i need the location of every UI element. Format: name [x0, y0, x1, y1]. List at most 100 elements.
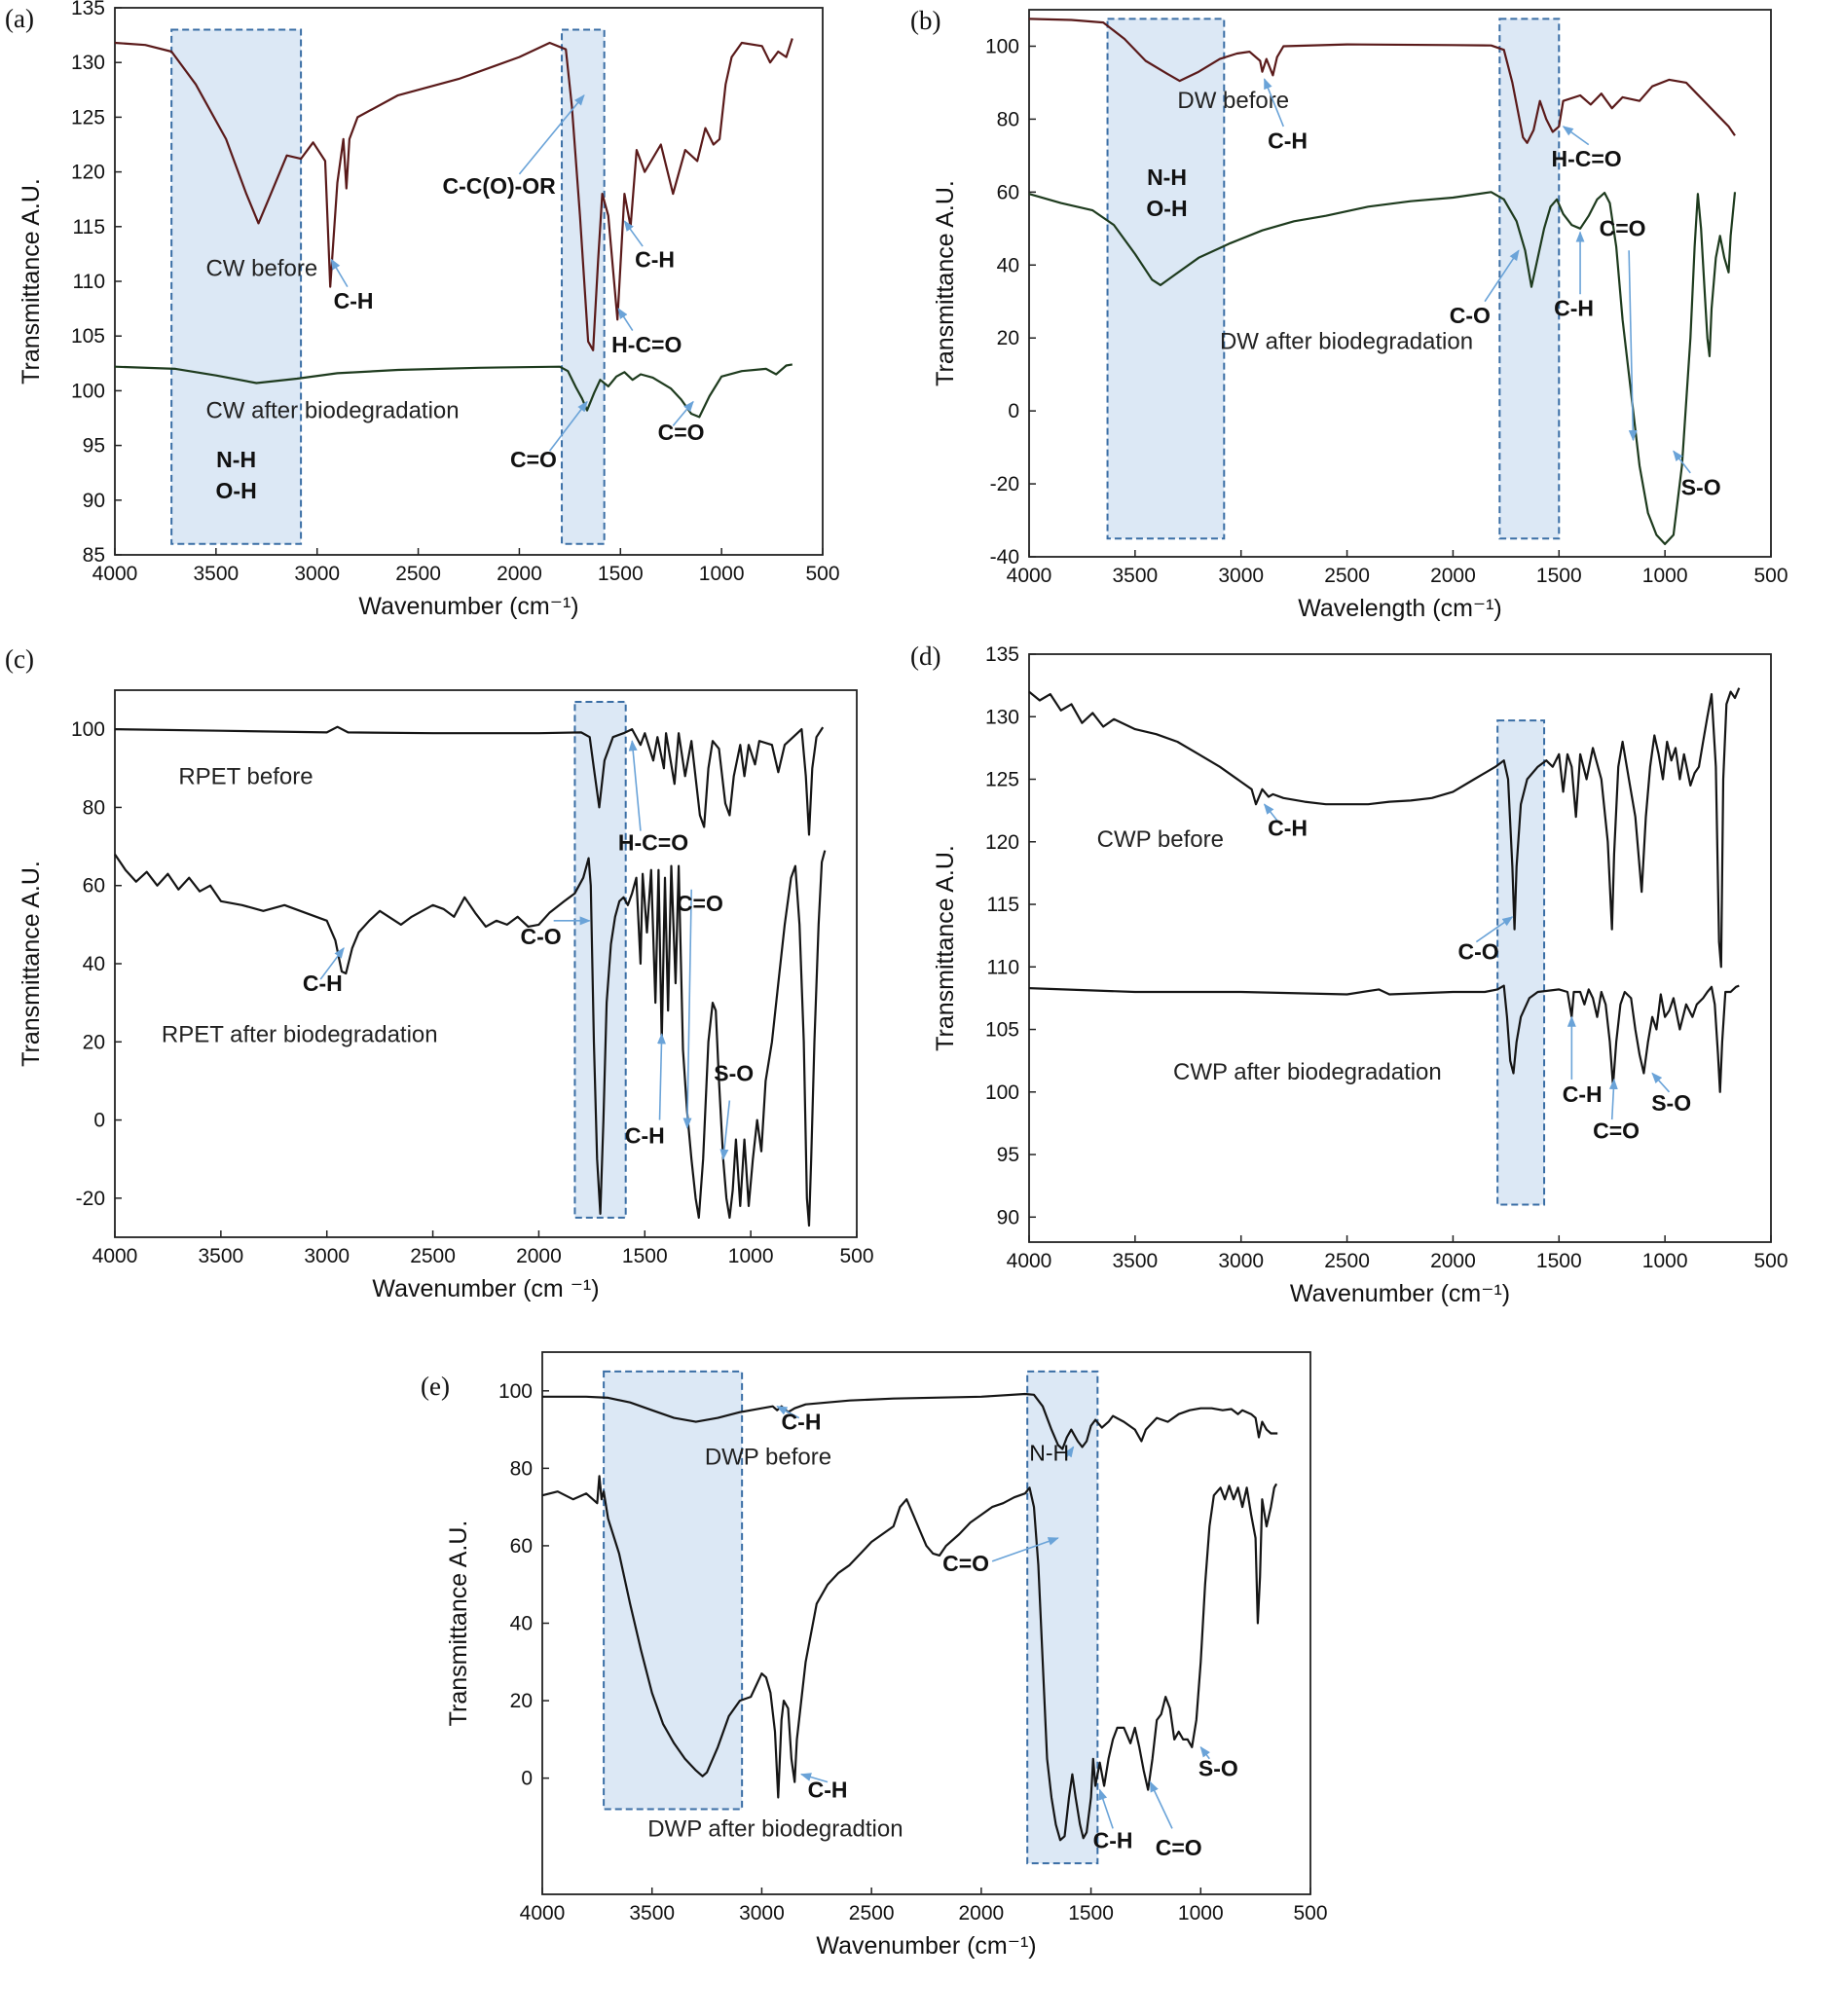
annotation-arrow [1263, 803, 1280, 824]
series-label: DWP after biodegradtion [647, 1815, 903, 1842]
annotation-arrow [656, 1033, 666, 1120]
x-tick-label: 3000 [739, 1902, 785, 1924]
y-tick-label: 60 [997, 181, 1019, 203]
y-tick-label: 90 [83, 490, 105, 512]
y-tick-label: 105 [71, 325, 105, 348]
y-tick-label: 105 [985, 1019, 1019, 1042]
x-tick-label: 2000 [958, 1902, 1004, 1924]
annotation-arrow [672, 400, 694, 426]
y-tick-label: 80 [83, 796, 105, 819]
annotation-label: C-H [1268, 815, 1308, 840]
x-tick-label: 1000 [728, 1245, 774, 1267]
annotation-arrow [682, 889, 692, 1129]
y-tick-label: 90 [997, 1206, 1019, 1228]
annotation-label: C-H [1563, 1081, 1603, 1107]
annotation-label: C-H [1268, 128, 1308, 153]
highlight-band [1026, 1370, 1099, 1865]
y-tick-label: 0 [1008, 400, 1019, 422]
x-tick-label: 1500 [622, 1245, 668, 1267]
series-label: DWP before [705, 1444, 831, 1470]
annotation-arrow [1149, 1780, 1173, 1829]
y-tick-label: 0 [93, 1110, 105, 1132]
x-axis-title: Wavenumber (cm⁻¹) [816, 1932, 1036, 1960]
x-tick-label: 500 [1753, 1250, 1788, 1272]
series-line [114, 725, 825, 836]
x-axis-title: Wavenumber (cm ⁻¹) [372, 1275, 599, 1302]
annotation-arrow [719, 1100, 731, 1160]
annotation-label: C=O [677, 891, 723, 916]
panel-label: (a) [5, 4, 34, 33]
x-tick-label: 1500 [1536, 565, 1582, 587]
x-tick-label: 3000 [1218, 565, 1264, 587]
y-axis-title: Transmittance A.U. [932, 180, 959, 386]
y-tick-label: 40 [510, 1613, 533, 1635]
y-axis-title: Transmittance A.U. [18, 861, 45, 1067]
x-tick-label: 500 [839, 1245, 873, 1267]
band-label: O-H [216, 478, 257, 503]
annotation-arrow [991, 1537, 1059, 1562]
annotation-arrow [1608, 1078, 1618, 1120]
y-tick-label: 40 [997, 254, 1019, 276]
x-tick-label: 1500 [598, 563, 644, 585]
y-tick-label: 100 [71, 380, 105, 402]
y-axis-title: Transmittance A.U. [18, 178, 45, 385]
y-tick-label: 100 [985, 35, 1019, 57]
annotation-label: C-O [1457, 939, 1498, 965]
annotation-arrow [1484, 249, 1520, 303]
annotation-label: H-C=O [618, 830, 688, 856]
x-tick-label: 3500 [1112, 1250, 1158, 1272]
panel-e: 4000 3500 3000 2500 2000 1500 1000 500 0 20 40 60 80… [421, 1351, 1328, 1960]
plot-frame [1028, 653, 1772, 1243]
x-tick-label: 3500 [629, 1902, 675, 1924]
annotation-label: C-H [808, 1778, 848, 1803]
highlight-band [170, 28, 303, 545]
annotation-arrow [1064, 1446, 1075, 1458]
panel-label: (c) [5, 644, 34, 674]
y-tick-label: 20 [510, 1690, 533, 1712]
y-tick-label: 130 [71, 52, 105, 74]
annotation-label: C=O [942, 1551, 989, 1576]
y-tick-label: 120 [985, 831, 1019, 854]
series-label: RPET before [178, 763, 313, 789]
panel-d: 4000 3500 3000 2500 2000 1500 1000 500 90 95 100 10… [910, 641, 1788, 1307]
y-tick-label: 110 [987, 956, 1019, 978]
annotation-arrow [330, 258, 349, 288]
annotation-label: C-H [1554, 296, 1594, 321]
annotation-label: S-O [1651, 1090, 1691, 1116]
annotation-label: C-H [782, 1410, 822, 1435]
y-tick-label: -20 [990, 473, 1019, 495]
annotation-arrow [1098, 1788, 1114, 1829]
y-tick-label: -40 [990, 546, 1019, 568]
band-label: O-H [1146, 196, 1187, 221]
x-tick-label: 2000 [1430, 565, 1476, 587]
y-tick-label: 120 [71, 162, 105, 184]
annotation-label: C=O [510, 447, 557, 472]
x-tick-label: 1000 [699, 563, 745, 585]
annotation-label: S-O [1198, 1756, 1238, 1781]
annotation-arrow [1199, 1745, 1210, 1760]
y-axis-title: Transmittance A.U. [445, 1521, 472, 1727]
highlight-band [573, 701, 627, 1219]
y-tick-label: 0 [521, 1768, 533, 1790]
series-label: RPET after biodegradation [162, 1021, 438, 1047]
y-tick-label: 100 [71, 718, 105, 741]
annotation-label: N-H [1029, 1440, 1069, 1465]
x-tick-label: 3500 [193, 563, 239, 585]
series-line [1028, 18, 1736, 144]
x-tick-label: 2500 [849, 1902, 895, 1924]
annotation-arrow [319, 947, 345, 980]
y-tick-label: 135 [71, 0, 105, 19]
series-label: CWP after biodegradation [1173, 1059, 1442, 1085]
x-tick-label: 4000 [1007, 565, 1052, 587]
x-tick-label: 3000 [294, 563, 340, 585]
series-line [114, 363, 792, 419]
annotation-arrow [1562, 126, 1590, 146]
y-tick-label: 100 [498, 1380, 533, 1403]
x-tick-label: 500 [1753, 565, 1788, 587]
x-tick-label: 4000 [92, 563, 138, 585]
x-tick-label: 2500 [410, 1245, 456, 1267]
series-line [541, 1475, 1278, 1842]
series-label: CW after biodegradation [205, 398, 459, 424]
